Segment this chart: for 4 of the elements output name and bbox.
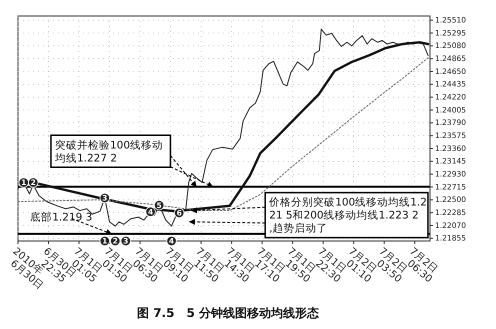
text: 图 7.5 5 分钟线图移动均线形态 bbox=[137, 306, 320, 320]
annotation: 突破并检验100线移动均线1.227 2 bbox=[54, 138, 164, 164]
annotation: 底部1.219 3 bbox=[30, 210, 92, 224]
annotation: 价格分别突破100线移动均线1.221 5和200线移动均线1.223 2,趋势启动了 bbox=[268, 196, 427, 235]
